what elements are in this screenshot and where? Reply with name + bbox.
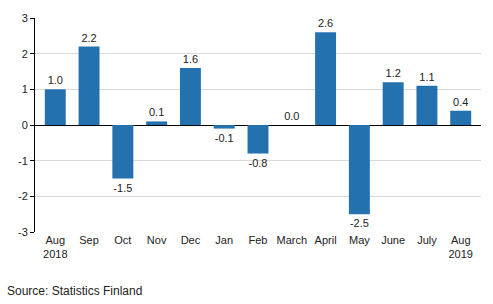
svg-text:-1.5: -1.5	[113, 182, 132, 194]
svg-text:Aug2019: Aug2019	[448, 234, 472, 260]
svg-text:-2: -2	[18, 190, 28, 202]
svg-text:2: 2	[22, 48, 28, 60]
svg-text:-3: -3	[18, 226, 28, 238]
svg-text:2.2: 2.2	[81, 32, 96, 44]
svg-text:1.6: 1.6	[183, 53, 198, 65]
svg-text:April: April	[315, 234, 337, 246]
svg-text:June: June	[381, 234, 405, 246]
svg-text:July: July	[417, 234, 437, 246]
svg-text:Nov: Nov	[147, 234, 167, 246]
svg-text:1.0: 1.0	[48, 74, 63, 86]
svg-text:Jan: Jan	[215, 234, 233, 246]
svg-text:-0.1: -0.1	[215, 132, 234, 144]
svg-text:1.2: 1.2	[386, 67, 401, 79]
svg-text:1: 1	[22, 83, 28, 95]
svg-text:-2.5: -2.5	[350, 217, 369, 229]
svg-text:Sep: Sep	[79, 234, 99, 246]
svg-text:3: 3	[22, 12, 28, 24]
svg-text:Dec: Dec	[181, 234, 201, 246]
svg-text:Oct: Oct	[114, 234, 131, 246]
svg-text:Feb: Feb	[249, 234, 268, 246]
svg-text:-1: -1	[18, 155, 28, 167]
svg-text:0: 0	[22, 119, 28, 131]
svg-text:0.1: 0.1	[149, 106, 164, 118]
svg-text:0.0: 0.0	[284, 110, 299, 122]
svg-text:-0.8: -0.8	[249, 157, 268, 169]
svg-text:2.6: 2.6	[318, 17, 333, 29]
svg-text:Source: Statistics Finland: Source: Statistics Finland	[7, 284, 142, 298]
svg-text:May: May	[349, 234, 370, 246]
svg-text:1.1: 1.1	[419, 71, 434, 83]
svg-text:0.4: 0.4	[453, 96, 468, 108]
svg-text:Aug2018: Aug2018	[43, 234, 67, 260]
svg-text:March: March	[277, 234, 308, 246]
